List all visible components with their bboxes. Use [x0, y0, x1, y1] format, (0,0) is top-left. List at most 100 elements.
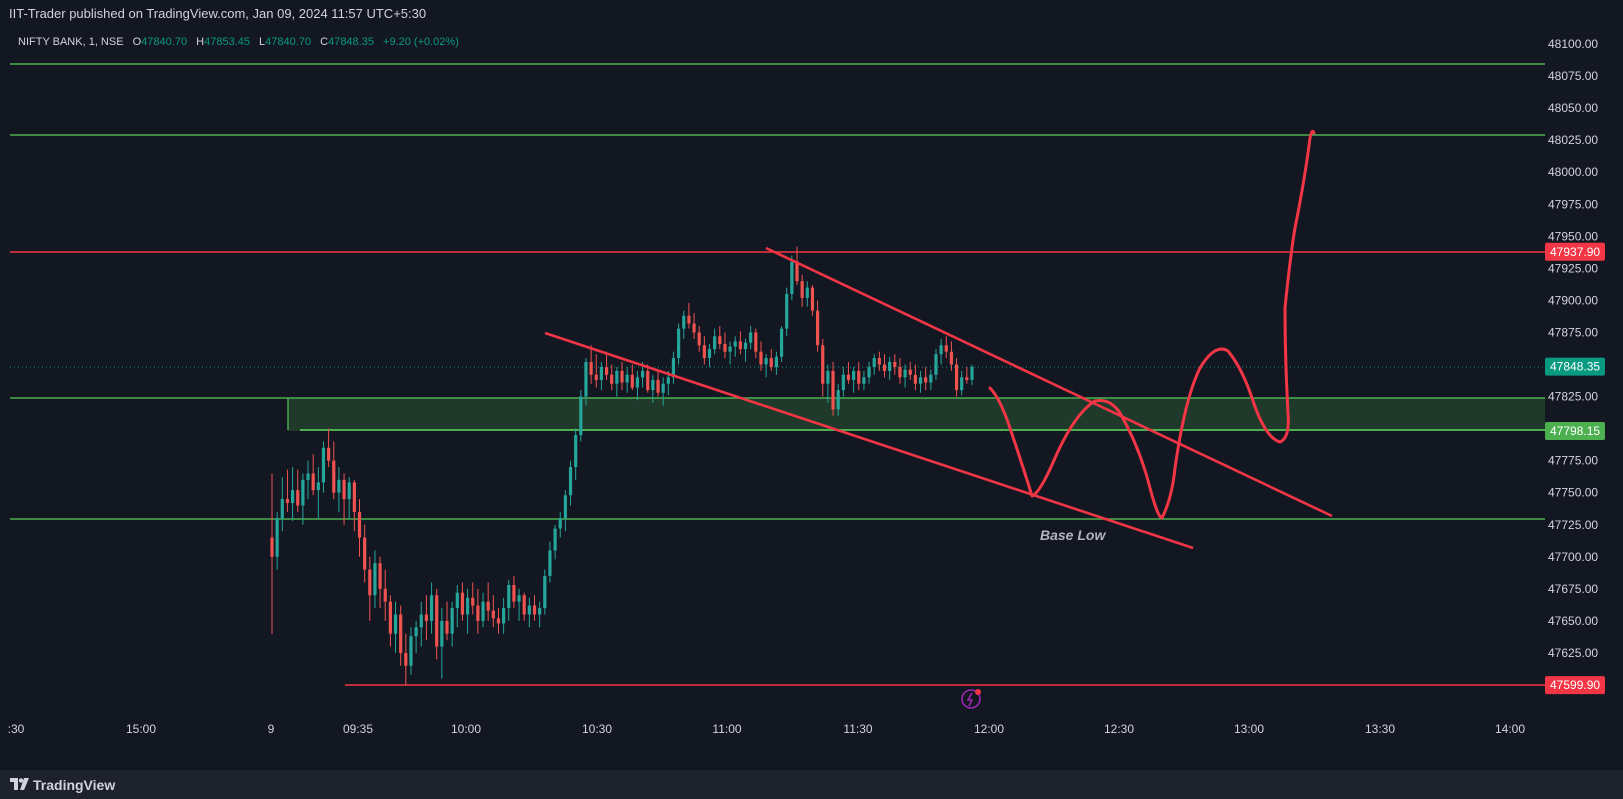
candle-body[interactable] — [713, 336, 717, 350]
candle-body[interactable] — [857, 370, 861, 384]
candle-body[interactable] — [630, 374, 634, 388]
candle-body[interactable] — [707, 349, 712, 359]
candles-group[interactable] — [270, 246, 974, 685]
candle-body[interactable] — [903, 369, 907, 378]
candle-body[interactable] — [280, 499, 284, 519]
candle-body[interactable] — [352, 482, 356, 512]
candle-body[interactable] — [383, 588, 387, 602]
candle-body[interactable] — [790, 261, 794, 294]
candle-body[interactable] — [898, 367, 902, 378]
candle-body[interactable] — [435, 595, 439, 647]
candle-body[interactable] — [429, 595, 434, 621]
candle-body[interactable] — [640, 370, 645, 378]
candle-body[interactable] — [779, 328, 784, 357]
candle-body[interactable] — [404, 652, 408, 666]
candle-body[interactable] — [893, 361, 897, 368]
candle-body[interactable] — [553, 528, 557, 551]
candle-body[interactable] — [692, 323, 696, 333]
candle-body[interactable] — [913, 374, 917, 384]
candle-body[interactable] — [450, 608, 454, 634]
candle-body[interactable] — [321, 447, 326, 483]
candle-body[interactable] — [929, 374, 933, 383]
candle-body[interactable] — [733, 341, 737, 347]
candle-body[interactable] — [579, 396, 583, 436]
candle-body[interactable] — [424, 614, 429, 621]
candle-body[interactable] — [738, 341, 742, 350]
candle-body[interactable] — [924, 377, 928, 383]
candle-body[interactable] — [918, 377, 923, 384]
candle-body[interactable] — [496, 618, 501, 624]
base-low-annotation[interactable]: Base Low — [1040, 527, 1106, 543]
candle-body[interactable] — [393, 614, 398, 634]
candle-body[interactable] — [785, 293, 789, 329]
tradingview-logo-icon[interactable] — [10, 778, 30, 790]
candle-body[interactable] — [460, 592, 465, 615]
candle-body[interactable] — [620, 370, 624, 383]
candle-body[interactable] — [599, 367, 604, 380]
candle-body[interactable] — [682, 315, 686, 329]
candle-body[interactable] — [810, 287, 815, 311]
candle-body[interactable] — [826, 370, 830, 384]
candle-body[interactable] — [960, 377, 964, 391]
candle-body[interactable] — [532, 605, 537, 615]
candle-body[interactable] — [363, 537, 367, 570]
candle-body[interactable] — [327, 447, 331, 461]
candle-body[interactable] — [754, 332, 758, 352]
candle-body[interactable] — [862, 377, 866, 384]
candle-body[interactable] — [548, 550, 552, 577]
candle-body[interactable] — [723, 343, 727, 352]
candle-body[interactable] — [594, 374, 598, 380]
candle-body[interactable] — [867, 367, 871, 378]
candle-body[interactable] — [821, 345, 825, 384]
candle-body[interactable] — [357, 511, 362, 538]
candle-body[interactable] — [373, 563, 377, 596]
candle-body[interactable] — [409, 636, 413, 666]
candle-body[interactable] — [296, 490, 300, 506]
candle-body[interactable] — [491, 610, 495, 619]
candle-body[interactable] — [939, 345, 943, 355]
candle-body[interactable] — [563, 495, 567, 519]
candle-body[interactable] — [568, 467, 573, 496]
candle-body[interactable] — [949, 351, 954, 365]
candle-body[interactable] — [275, 518, 279, 557]
candle-body[interactable] — [316, 482, 320, 491]
demand-zone[interactable] — [288, 398, 1545, 431]
candle-body[interactable] — [965, 377, 969, 380]
candle-body[interactable] — [697, 332, 701, 346]
candle-body[interactable] — [538, 608, 542, 615]
candle-body[interactable] — [574, 435, 578, 468]
candle-body[interactable] — [589, 361, 593, 375]
candle-body[interactable] — [419, 614, 423, 628]
candle-body[interactable] — [661, 383, 665, 393]
candle-body[interactable] — [290, 490, 295, 503]
candle-body[interactable] — [831, 370, 835, 410]
candle-body[interactable] — [414, 627, 418, 637]
candle-body[interactable] — [543, 576, 547, 609]
candle-body[interactable] — [954, 364, 959, 391]
candle-body[interactable] — [455, 592, 459, 609]
candle-body[interactable] — [646, 370, 650, 391]
candle-body[interactable] — [666, 377, 670, 384]
candle-body[interactable] — [656, 379, 660, 393]
candle-body[interactable] — [625, 374, 629, 383]
candle-body[interactable] — [846, 374, 851, 380]
candle-body[interactable] — [759, 351, 763, 365]
time-axis[interactable] — [0, 713, 1535, 742]
candle-body[interactable] — [481, 601, 485, 621]
candle-body[interactable] — [486, 601, 490, 611]
candle-body[interactable] — [301, 479, 305, 506]
tradingview-brand[interactable]: TradingView — [33, 777, 116, 793]
candle-body[interactable] — [934, 354, 938, 375]
price-chart[interactable]: NIFTY BANK, 1, NSE O47840.70 H47853.45 L… — [0, 28, 1623, 770]
candle-body[interactable] — [502, 608, 506, 624]
lightning-icon[interactable] — [961, 689, 981, 709]
candle-body[interactable] — [836, 390, 840, 410]
candle-body[interactable] — [471, 597, 475, 606]
candle-body[interactable] — [347, 482, 351, 500]
candle-body[interactable] — [872, 358, 876, 368]
candle-body[interactable] — [337, 479, 341, 493]
candle-body[interactable] — [970, 367, 974, 380]
candle-body[interactable] — [702, 345, 706, 359]
candle-body[interactable] — [378, 563, 382, 589]
candle-body[interactable] — [677, 328, 681, 359]
